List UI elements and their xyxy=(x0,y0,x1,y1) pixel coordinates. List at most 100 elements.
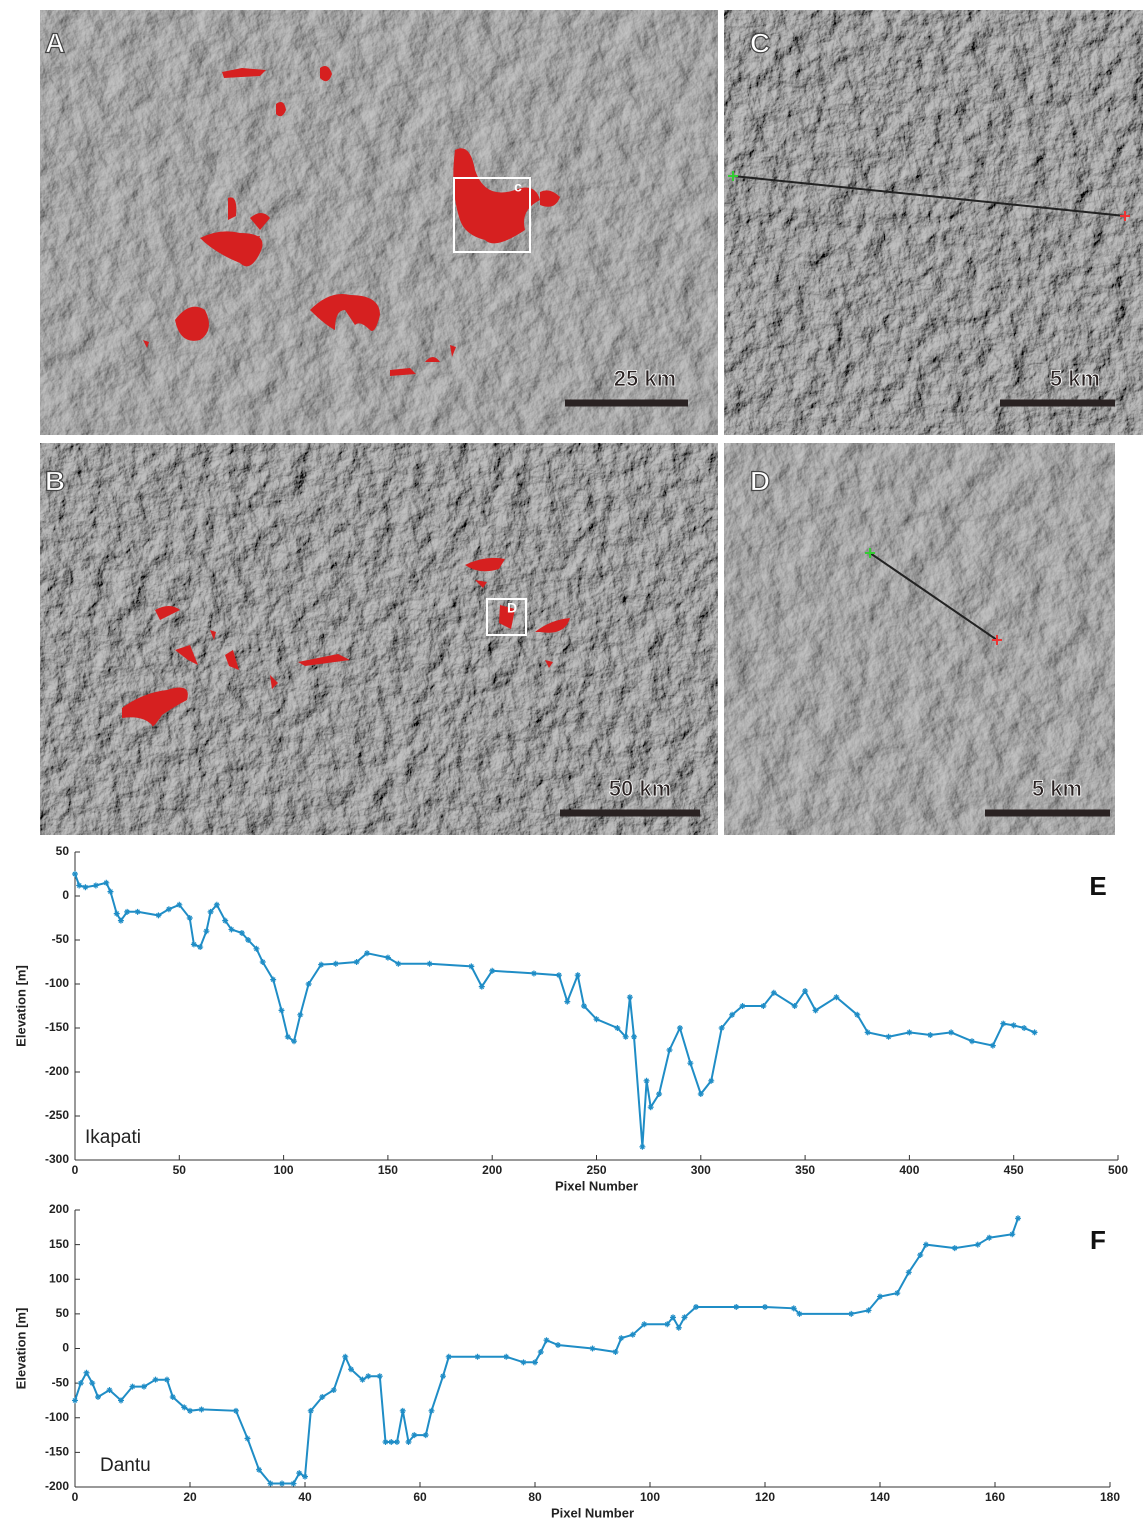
elevation-marker xyxy=(297,1011,304,1018)
y-tick-label: -250 xyxy=(45,1108,69,1122)
elevation-marker xyxy=(222,917,229,924)
y-tick-label: -150 xyxy=(45,1445,69,1459)
elevation-marker xyxy=(1031,1029,1038,1036)
elevation-marker xyxy=(676,1025,683,1031)
deposit-outline xyxy=(222,68,266,78)
deposit-outline xyxy=(545,660,553,668)
elevation-marker xyxy=(948,1029,955,1036)
elevation-marker xyxy=(376,1373,383,1380)
y-tick-label: -100 xyxy=(45,1410,69,1424)
deposit-outline xyxy=(425,357,440,362)
elevation-marker xyxy=(1000,1020,1007,1027)
elevation-marker xyxy=(564,998,571,1005)
elevation-marker xyxy=(848,1310,855,1317)
x-tick-label: 50 xyxy=(173,1163,187,1177)
image-panel: D B 50 km xyxy=(40,443,718,835)
elevation-marker xyxy=(155,912,162,919)
deposit-outline xyxy=(465,557,505,572)
elevation-marker xyxy=(245,937,252,943)
elevation-marker xyxy=(537,1348,544,1355)
image-panels: c A 25 km D B 50 km C 5 km D 5 km xyxy=(40,10,1143,835)
x-tick-label: 40 xyxy=(298,1490,312,1504)
elevation-marker xyxy=(927,1032,934,1039)
elevation-marker xyxy=(631,1033,638,1040)
x-tick-label: 200 xyxy=(482,1163,502,1177)
deposit-outline xyxy=(453,148,540,244)
profile-end xyxy=(1120,211,1130,221)
elevation-marker xyxy=(307,1407,314,1414)
deposit-outline xyxy=(210,630,216,640)
x-tick-label: 20 xyxy=(183,1490,197,1504)
elevation-marker xyxy=(589,1345,596,1352)
x-tick-label: 350 xyxy=(795,1163,815,1177)
deposit-outline xyxy=(225,650,239,670)
elevation-marker xyxy=(503,1353,510,1360)
elevation-marker xyxy=(284,1033,291,1040)
annotation: Ikapati xyxy=(85,1127,141,1148)
elevation-marker xyxy=(124,908,131,915)
x-tick-label: 250 xyxy=(586,1163,606,1177)
elevation-marker xyxy=(796,1310,803,1317)
x-axis-label: Pixel Number xyxy=(555,1178,638,1193)
elevation-marker xyxy=(885,1033,892,1040)
elevation-marker xyxy=(530,970,537,977)
line-chart: 0 50 100 150 200 250 300 350 400 450 500-300-250-2… xyxy=(13,844,1128,1193)
elevation-marker xyxy=(422,1432,429,1439)
elevation-marker xyxy=(622,1033,629,1040)
deposit-outline xyxy=(228,197,237,220)
elevation-marker xyxy=(92,882,99,889)
elevation-marker xyxy=(207,908,214,915)
elevation-marker xyxy=(388,1438,395,1445)
elevation-marker xyxy=(917,1252,924,1259)
elevation-marker xyxy=(687,1060,694,1067)
elevation-marker xyxy=(555,1342,561,1349)
elevation-marker xyxy=(76,882,83,889)
elevation-marker xyxy=(141,1383,147,1390)
elevation-marker xyxy=(574,972,581,979)
elevation-marker xyxy=(203,928,210,935)
elevation-marker xyxy=(176,901,183,908)
x-tick-label: 450 xyxy=(1004,1163,1024,1177)
image-panel: C 5 km xyxy=(724,10,1143,435)
elevation-marker xyxy=(152,1376,159,1383)
elevation-marker xyxy=(489,967,496,974)
elevation-marker xyxy=(580,1003,587,1009)
deposit-outline xyxy=(320,66,332,82)
elevation-marker xyxy=(697,1091,704,1097)
elevation-marker xyxy=(733,1303,740,1310)
x-tick-label: 0 xyxy=(72,1163,79,1177)
deposit-outline xyxy=(122,687,188,727)
terrain-texture xyxy=(40,443,718,835)
elevation-marker xyxy=(664,1321,671,1328)
y-tick-label: 150 xyxy=(49,1237,69,1251)
y-tick-label: -200 xyxy=(45,1064,69,1078)
terrain-texture xyxy=(724,10,1143,435)
elevation-marker xyxy=(790,1305,797,1312)
x-tick-label: 150 xyxy=(378,1163,398,1177)
deposit-outline xyxy=(450,345,456,357)
elevation-marker xyxy=(359,1376,366,1383)
elevation-marker xyxy=(593,1016,600,1023)
elevation-line xyxy=(74,1217,1019,1485)
elevation-marker xyxy=(384,954,391,961)
elevation-marker xyxy=(399,1407,406,1414)
elevation-marker xyxy=(198,1406,205,1413)
elevation-marker xyxy=(187,1407,193,1414)
elevation-marker xyxy=(164,1376,170,1383)
elevation-marker xyxy=(865,1307,872,1314)
elevation-marker xyxy=(666,1047,673,1053)
elevation-marker xyxy=(693,1303,699,1310)
line-chart: 0 20 40 60 80 100 120 140 160 180 -200 -150 -100 -50 0… xyxy=(13,1202,1120,1520)
elevation-marker xyxy=(708,1077,715,1084)
elevation-marker xyxy=(532,1359,538,1366)
profile-line xyxy=(732,175,1126,217)
deposit-outline xyxy=(175,306,209,341)
elevation-marker xyxy=(618,1335,625,1342)
elevation-marker xyxy=(426,960,433,967)
y-axis-label: Elevation [m] xyxy=(13,965,28,1047)
profile-end xyxy=(992,635,1002,645)
x-tick-label: 160 xyxy=(985,1490,1005,1504)
deposit-outline xyxy=(475,580,487,588)
elevation-marker xyxy=(259,959,266,965)
